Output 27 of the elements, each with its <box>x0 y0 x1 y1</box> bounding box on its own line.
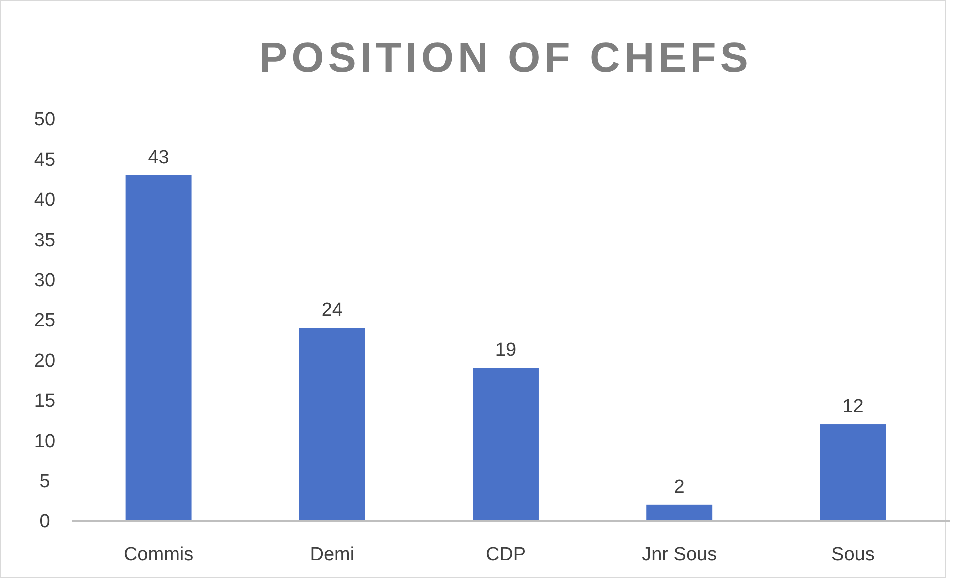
y-tick-label: 15 <box>34 391 56 412</box>
data-label: 43 <box>148 147 170 168</box>
x-tick-label: Commis <box>124 544 194 566</box>
data-label: 12 <box>842 396 864 418</box>
data-label: 2 <box>674 476 685 498</box>
x-tick-label: Sous <box>832 544 875 566</box>
y-tick-label: 20 <box>34 350 56 372</box>
x-tick-label: Demi <box>310 544 355 566</box>
chart-title: POSITION OF CHEFS <box>260 34 752 81</box>
y-tick-label: 5 <box>40 471 50 492</box>
x-tick-label: Jnr Sous <box>642 544 718 566</box>
bar <box>126 175 192 521</box>
y-tick-label: 50 <box>34 110 56 131</box>
y-tick-label: 25 <box>34 310 56 332</box>
x-tick-label: CDP <box>486 544 526 566</box>
y-tick-label: 40 <box>34 190 56 212</box>
y-tick-label: 35 <box>34 230 56 252</box>
y-tick-label: 30 <box>34 270 56 292</box>
data-label: 24 <box>322 300 344 322</box>
y-tick-label: 0 <box>40 512 50 533</box>
y-tick-label: 45 <box>34 150 56 171</box>
y-tick-label: 10 <box>34 431 56 452</box>
data-label: 19 <box>495 340 517 362</box>
bar <box>646 504 713 521</box>
bar <box>473 368 539 521</box>
bar <box>820 424 886 521</box>
bar <box>299 328 366 521</box>
